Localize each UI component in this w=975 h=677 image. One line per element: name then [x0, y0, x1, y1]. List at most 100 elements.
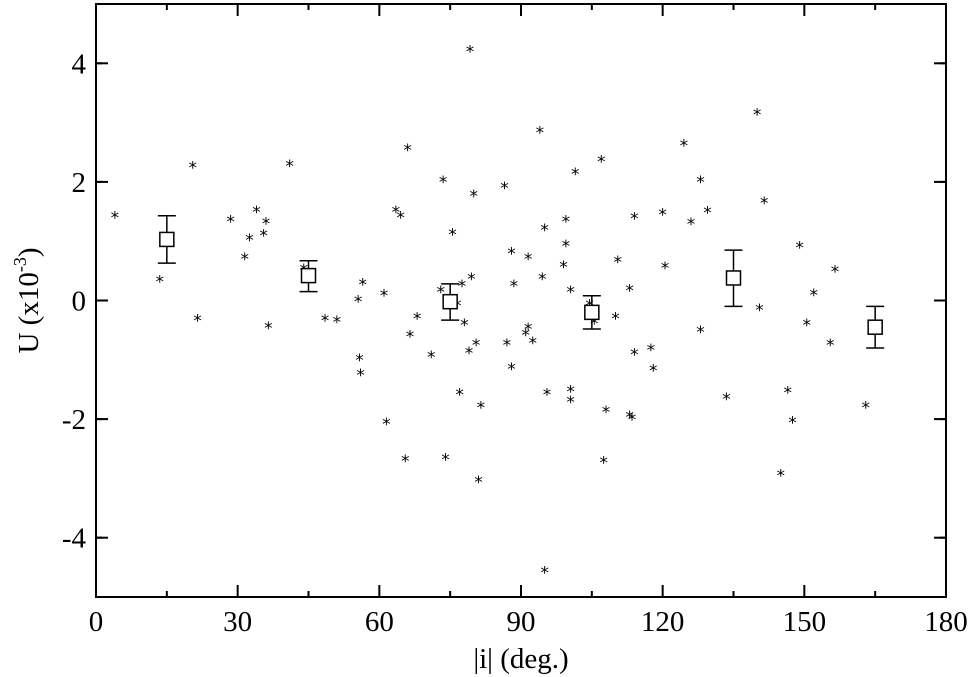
x-tick-label: 180 [924, 606, 968, 638]
asterisk-point: * [111, 209, 120, 229]
asterisk-point: * [355, 351, 364, 371]
asterisk-point: * [625, 408, 634, 428]
asterisk-point: * [722, 390, 731, 410]
y-axis-title: U (x10-3) [10, 247, 45, 353]
asterisk-point: * [524, 320, 533, 340]
asterisk-point: * [406, 327, 415, 347]
asterisk-point: * [359, 276, 368, 296]
asterisk-point: * [427, 348, 436, 368]
asterisk-point: * [784, 384, 793, 404]
x-tick-label: 150 [783, 606, 827, 638]
asterisk-point: * [262, 215, 271, 235]
asterisk-point: * [566, 382, 575, 402]
asterisk-point: * [760, 194, 769, 214]
asterisk-point: * [611, 310, 620, 330]
asterisk-point: * [630, 209, 639, 229]
asterisk-point: * [259, 226, 268, 246]
asterisk-point: * [529, 334, 538, 354]
asterisk-point: * [597, 152, 606, 172]
asterisk-point: * [460, 316, 469, 336]
asterisk-point: * [245, 231, 254, 251]
x-tick-label: 0 [89, 606, 104, 638]
asterisk-point: * [795, 238, 804, 258]
mean-square-marker [725, 270, 742, 286]
y-axis-title-close: ) [13, 247, 45, 257]
asterisk-point: * [403, 141, 412, 161]
y-tick-label: 0 [72, 286, 87, 318]
asterisk-point: * [687, 215, 696, 235]
asterisk-point: * [413, 310, 422, 330]
asterisk-point: * [658, 206, 667, 226]
asterisk-point: * [448, 225, 457, 245]
asterisk-point: * [831, 263, 840, 283]
asterisk-point: * [562, 237, 571, 257]
asterisk-point: * [226, 212, 235, 232]
asterisk-point: * [470, 187, 479, 207]
asterisk-point: * [465, 344, 474, 364]
asterisk-point: * [680, 136, 689, 156]
asterisk-point: * [241, 250, 250, 270]
asterisk-point: * [354, 292, 363, 312]
plot-area-frame [95, 3, 947, 598]
axis-tick-labels: 0 30 60 90 120 150 180 -4 -2 0 2 4 [62, 48, 968, 638]
y-axis-title-exponent: -3 [10, 257, 30, 272]
asterisk-point: * [382, 415, 391, 435]
x-tick-label: 120 [641, 606, 685, 638]
x-tick-label: 30 [223, 606, 252, 638]
x-axis-title: |i| (deg.) [473, 643, 568, 675]
axis-ticks [95, 4, 947, 597]
asterisk-point: * [599, 454, 608, 474]
asterisk-point: * [193, 311, 202, 331]
asterisk-points: ************* ***************************… [111, 43, 870, 584]
mean-square-marker [584, 304, 600, 321]
asterisk-point: * [474, 473, 483, 493]
asterisk-point: * [436, 283, 445, 303]
asterisk-point: * [510, 277, 519, 297]
asterisk-point: * [156, 273, 165, 293]
asterisk-point: * [507, 244, 516, 264]
asterisk-point: * [455, 385, 464, 405]
asterisk-point: * [602, 403, 611, 423]
asterisk-point: * [571, 165, 580, 185]
binned-means-with-errorbars [157, 214, 885, 349]
asterisk-point: * [538, 270, 547, 290]
asterisk-point: * [524, 250, 533, 270]
asterisk-point: * [649, 362, 658, 382]
asterisk-point: * [500, 179, 509, 199]
mean-square-marker [159, 231, 175, 248]
asterisk-point: * [590, 314, 599, 334]
asterisk-point: * [562, 212, 571, 232]
asterisk-point: * [396, 209, 405, 229]
y-axis-title-main: U (x10 [13, 272, 45, 353]
asterisk-point: * [466, 43, 475, 63]
asterisk-point: * [540, 563, 549, 583]
asterisk-point: * [392, 203, 401, 223]
asterisk-point: * [536, 123, 545, 143]
asterisk-point: * [441, 451, 450, 471]
asterisk-point: * [333, 313, 342, 333]
asterisk-point: * [802, 316, 811, 336]
asterisk-point: * [356, 366, 365, 386]
asterisk-point: * [472, 336, 481, 356]
asterisk-point: * [559, 258, 568, 278]
y-tick-label: 4 [72, 48, 87, 80]
asterisk-point: * [189, 158, 198, 178]
mean-square-marker [442, 293, 458, 310]
asterisk-point: * [467, 270, 476, 290]
x-tick-label: 90 [507, 606, 536, 638]
asterisk-point: * [625, 282, 634, 302]
asterisk-point: * [458, 277, 467, 297]
asterisk-point: * [696, 323, 705, 343]
asterisk-point: * [810, 286, 819, 306]
asterisk-point: * [252, 203, 261, 223]
asterisk-point: * [826, 336, 835, 356]
y-tick-label: 2 [72, 167, 87, 199]
x-tick-label: 60 [365, 606, 394, 638]
asterisk-point: * [401, 452, 410, 472]
asterisk-point: * [753, 106, 762, 126]
asterisk-point: * [521, 326, 530, 346]
asterisk-point: * [264, 319, 273, 339]
asterisk-point: * [380, 286, 389, 306]
asterisk-point: * [566, 393, 575, 413]
